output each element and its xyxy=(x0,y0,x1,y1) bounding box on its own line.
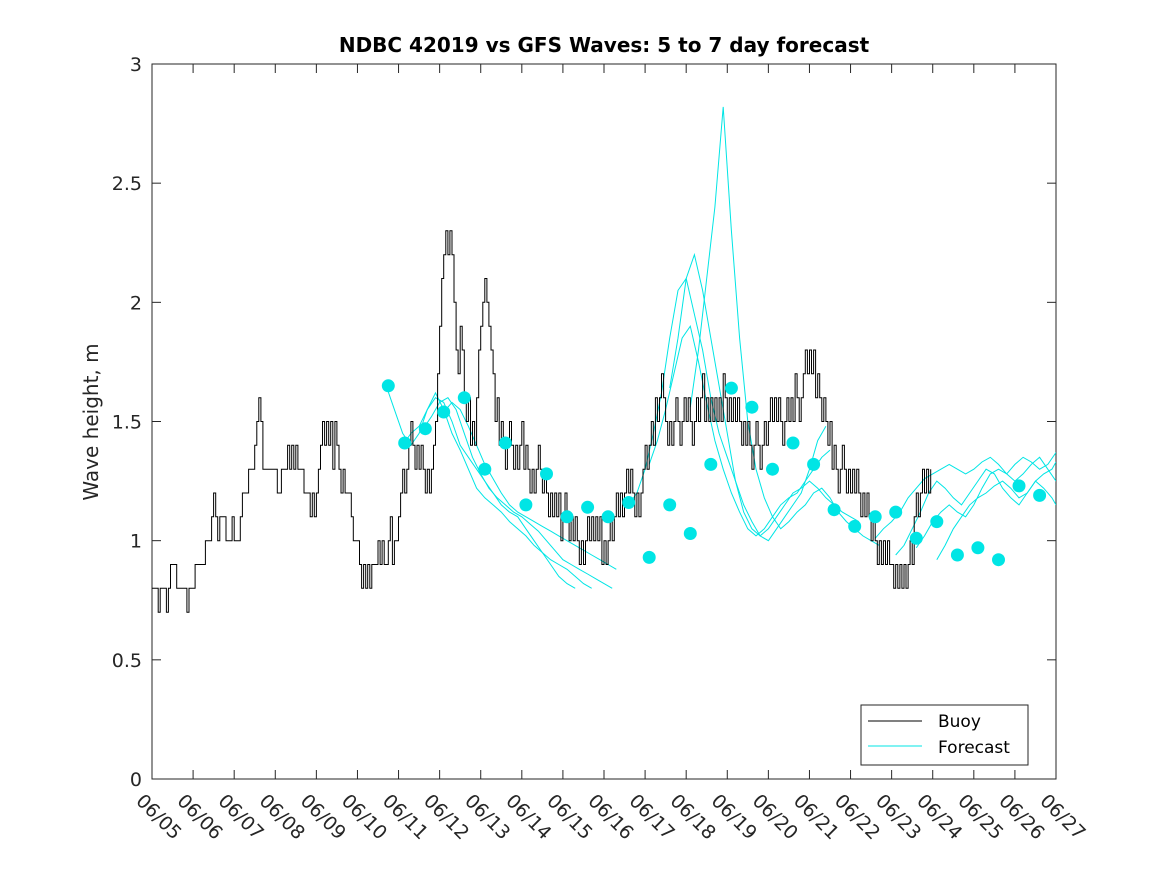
y-tick-label: 2 xyxy=(130,292,142,314)
forecast-marker xyxy=(950,548,964,562)
forecast-marker xyxy=(766,462,779,476)
forecast-marker xyxy=(581,500,595,514)
forecast-marker xyxy=(601,510,615,524)
buoy-line xyxy=(152,230,932,613)
forecast-marker xyxy=(457,391,471,405)
legend: Buoy Forecast xyxy=(860,704,1029,766)
y-tick-label: 0.5 xyxy=(112,650,142,672)
forecast-series xyxy=(385,106,1056,589)
forecast-marker xyxy=(381,379,395,393)
forecast-marker xyxy=(704,457,718,471)
forecast-marker xyxy=(930,515,944,529)
forecast-marker xyxy=(827,503,841,517)
forecast-marker xyxy=(478,462,492,476)
forecast-marker xyxy=(622,496,636,509)
forecast-marker xyxy=(889,505,903,519)
forecast-marker xyxy=(398,436,412,450)
legend-box xyxy=(860,704,1029,766)
forecast-marker xyxy=(1012,479,1026,493)
forecast-markers xyxy=(381,379,1047,567)
forecast-marker xyxy=(560,510,574,524)
forecast-marker xyxy=(807,457,821,471)
forecast-marker xyxy=(498,436,512,450)
forecast-marker xyxy=(519,498,533,512)
legend-buoy-label: Buoy xyxy=(938,712,981,732)
forecast-line xyxy=(669,252,860,537)
chart-title: NDBC 42019 vs GFS Waves: 5 to 7 day fore… xyxy=(339,33,870,57)
forecast-marker xyxy=(971,541,985,555)
y-tick-label: 3 xyxy=(130,54,142,76)
plot-area xyxy=(151,63,1057,780)
y-tick-label: 1.5 xyxy=(112,412,142,434)
forecast-marker xyxy=(992,553,1005,567)
forecast-line xyxy=(915,452,1056,549)
y-axis-label: Wave height, m xyxy=(79,343,103,500)
forecast-line xyxy=(689,106,880,546)
forecast-marker xyxy=(663,498,677,512)
forecast-line xyxy=(402,391,592,589)
forecast-marker xyxy=(909,531,923,545)
forecast-marker xyxy=(642,550,656,564)
forecast-line xyxy=(936,461,1056,560)
y-tick-label: 2.5 xyxy=(112,173,142,195)
forecast-line xyxy=(422,397,613,589)
y-tick-label: 1 xyxy=(130,531,142,553)
legend-forecast-label: Forecast xyxy=(938,738,1010,758)
y-tick-label: 0 xyxy=(130,769,142,791)
forecast-marker xyxy=(868,510,882,524)
forecast-marker xyxy=(848,519,862,533)
forecast-marker xyxy=(786,436,800,450)
y-axis-ticks: 0 0.5 1 1.5 2 2.5 3 xyxy=(112,54,1056,791)
forecast-marker xyxy=(745,400,759,414)
forecast-line xyxy=(385,385,576,589)
forecast-marker xyxy=(540,467,553,481)
forecast-marker xyxy=(1033,488,1047,502)
forecast-marker xyxy=(418,422,432,436)
forecast-marker xyxy=(724,381,738,395)
forecast-marker xyxy=(683,527,697,540)
forecast-marker xyxy=(437,405,451,419)
forecast-line xyxy=(874,456,1056,539)
